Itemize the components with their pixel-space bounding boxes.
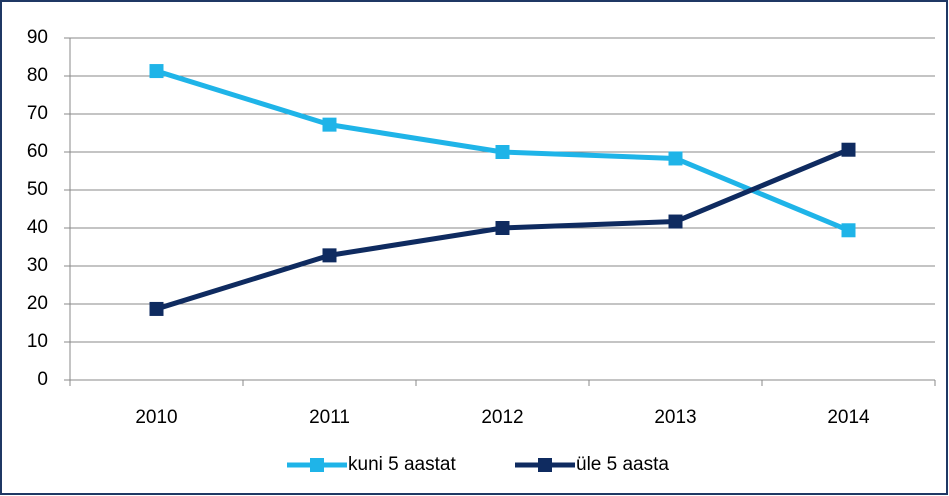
y-tick-label: 30	[27, 255, 48, 276]
x-tick-label: 2010	[135, 407, 177, 428]
point-marker	[495, 145, 510, 159]
y-tick-label: 40	[27, 217, 48, 238]
y-tick-label: 90	[27, 27, 48, 48]
y-tick-label: 60	[27, 141, 48, 162]
legend-marker	[310, 458, 324, 472]
y-tick-label: 50	[27, 179, 48, 200]
x-tick-label: 2011	[309, 407, 350, 428]
point-marker	[322, 248, 337, 263]
point-marker	[668, 151, 683, 166]
point-marker	[322, 117, 337, 132]
point-marker	[841, 223, 856, 238]
y-tick-label: 80	[27, 65, 48, 86]
x-tick-label: 2013	[654, 407, 696, 428]
legend-label: kuni 5 aastat	[348, 454, 456, 475]
y-tick-label: 10	[27, 331, 48, 352]
legend-marker	[538, 458, 552, 472]
point-marker	[668, 214, 683, 229]
x-tick-label: 2014	[827, 407, 870, 428]
y-tick-label: 0	[37, 369, 48, 390]
y-tick-label: 70	[27, 103, 48, 124]
point-marker	[495, 221, 510, 235]
point-marker	[841, 142, 856, 157]
legend-label: üle 5 aasta	[576, 454, 669, 475]
x-tick-label: 2012	[481, 407, 523, 428]
point-marker	[149, 301, 164, 316]
point-marker	[149, 64, 164, 79]
y-tick-label: 20	[27, 293, 48, 314]
